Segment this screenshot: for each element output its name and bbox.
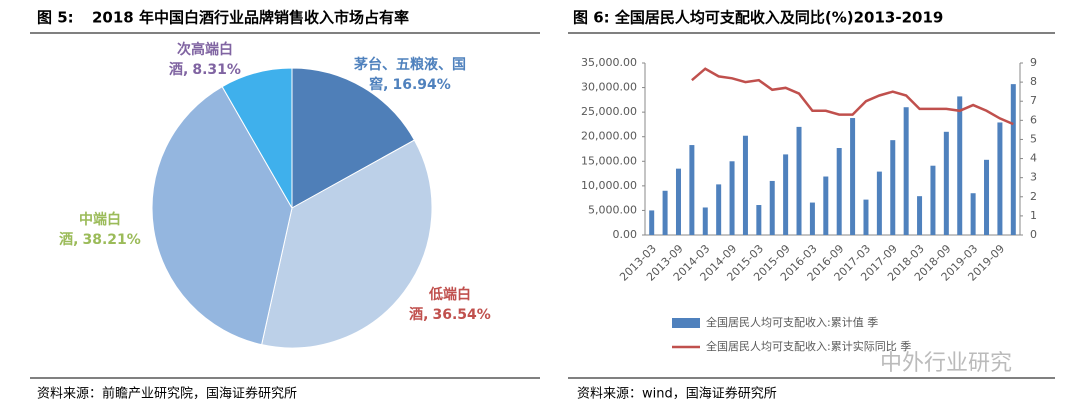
bar [943,131,949,235]
bar [689,145,695,235]
bar [970,193,976,235]
chart-title: 2018 年中国白酒行业品牌销售收入市场占有率 [92,9,409,27]
slice-name: 茅台、五粮液、国窖, [354,57,466,93]
pie-slice [261,139,433,349]
y-tick-label: 10,000.00 [581,179,637,192]
pie-slice [221,67,293,210]
line [691,67,1014,126]
figure-label: 图 5: [37,9,74,27]
bar [863,199,869,235]
bar [836,148,842,235]
bar [850,118,856,235]
y2-tick-label: 1 [1030,209,1037,222]
slice-name: 中端白酒, [59,212,121,248]
bar [917,196,923,235]
y2-tick-label: 0 [1030,228,1037,241]
bar [903,107,909,235]
bar [796,126,802,235]
slice-label: 茅台、五粮液、国窖, 16.94% [330,55,490,95]
source: 资料来源：wind，国海证券研究所 [577,386,777,402]
y2-tick-label: 8 [1030,75,1037,88]
y-tick-label: 5,000.00 [588,203,637,216]
bar [876,171,882,235]
bar [783,154,789,235]
y2-tick-label: 4 [1030,152,1037,165]
legend-label: 全国居民人均可支配收入:累计实际同比 季 [706,339,911,353]
bar [649,210,655,235]
slice-label: 中端白酒, 38.21% [45,210,155,250]
slice-label: 低端白酒, 36.54% [395,285,505,325]
bar [662,190,668,235]
y2-tick-label: 7 [1030,94,1037,107]
y-tick-label: 25,000.00 [581,105,637,118]
legend-label: 全国居民人均可支配收入:累计值 季 [706,315,878,329]
y-tick-label: 15,000.00 [581,154,637,167]
bar [716,184,722,235]
bar [984,159,990,235]
y2-tick-label: 9 [1030,56,1037,69]
y2-tick-label: 2 [1030,190,1037,203]
slice-value: 38.21% [82,232,141,248]
y-tick-label: 0.00 [613,228,638,241]
y2-tick-label: 5 [1030,132,1037,145]
y2-tick-label: 6 [1030,113,1037,126]
bar [823,176,829,235]
source: 资料来源：前瞻产业研究院，国海证券研究所 [37,386,297,402]
y2-tick-label: 3 [1030,171,1037,184]
bar [1010,84,1016,235]
pie-slice [151,85,293,346]
bar [756,205,762,235]
bar [930,165,936,235]
slice-label: 次高端白酒, 8.31% [150,40,260,80]
bar [997,122,1003,235]
bar [769,180,775,235]
bar [702,207,708,235]
bar [675,168,681,235]
chart-title: 图 6: 全国居民人均可支配收入及同比(%)2013-2019 [573,9,943,27]
pie-slice [291,67,416,209]
slice-value: 36.54% [432,307,491,323]
bar [729,161,735,235]
slice-name: 次高端白酒, [169,42,233,78]
slice-value: 8.31% [192,62,241,78]
y-tick-label: 30,000.00 [581,81,637,94]
bar [890,140,896,235]
bar [957,96,963,235]
slice-value: 16.94% [392,77,451,93]
y-tick-label: 20,000.00 [581,130,637,143]
y-tick-label: 35,000.00 [581,56,637,69]
bar [742,135,748,235]
watermark: 中外行业研究 [880,351,1012,376]
slice-name: 低端白酒, [409,287,471,323]
bar [809,202,815,235]
legend-swatch [672,318,700,328]
